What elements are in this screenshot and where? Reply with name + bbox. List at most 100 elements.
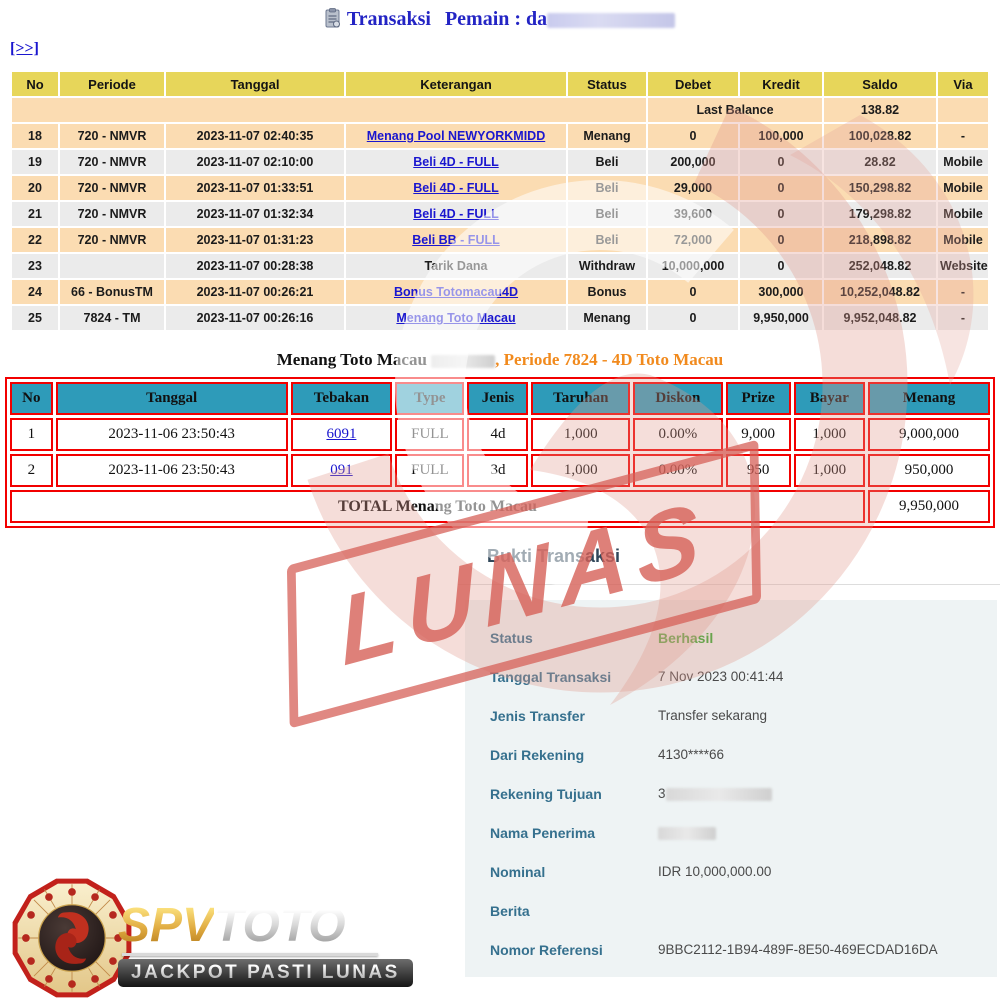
cell-via: - xyxy=(938,124,988,148)
cell-diskon: 0.00% xyxy=(633,454,723,487)
cell-menang: 9,000,000 xyxy=(867,418,990,451)
col-taruhan: Taruhan xyxy=(531,382,631,415)
cell-via: - xyxy=(938,280,988,304)
win-title-orange: , Periode 7824 - 4D Toto Macau xyxy=(495,350,724,369)
cell-tebakan: 6091 xyxy=(290,418,393,451)
cell-tanggal: 2023-11-07 02:10:00 xyxy=(166,150,344,174)
last-balance-row: Last Balance 138.82 xyxy=(12,98,988,122)
cell-via: - xyxy=(938,306,988,330)
cell-no: 19 xyxy=(12,150,58,174)
col-jenis: Jenis xyxy=(467,382,529,415)
cell-empty xyxy=(938,98,988,122)
keterangan-link[interactable]: Bonus Totomacau4D xyxy=(393,285,519,299)
censored-username xyxy=(547,12,676,28)
cell-saldo: 9,952,048.82 xyxy=(824,306,936,330)
cell-saldo: 100,028.82 xyxy=(824,124,936,148)
field-label: Berita xyxy=(490,902,530,919)
cell-no: 2 xyxy=(10,454,53,487)
col-no: No xyxy=(12,72,58,96)
zodiac-animal-icons xyxy=(22,888,122,988)
cell-periode: 720 - NMVR xyxy=(60,228,164,252)
censored-recipient xyxy=(658,826,716,840)
field-label: Jenis Transfer xyxy=(490,707,585,724)
cell-kredit: 300,000 xyxy=(740,280,822,304)
win-total-row: TOTAL Menang Toto Macau 9,950,000 xyxy=(10,490,990,523)
tebakan-link[interactable]: 091 xyxy=(330,462,353,478)
cell-status: Beli xyxy=(568,228,646,252)
cell-empty xyxy=(12,98,646,122)
receipt-row: Nomor Referensi 9BBC2112-1B94-489F-8E50-… xyxy=(490,930,997,969)
cell-taruhan: 1,000 xyxy=(531,454,631,487)
col-bayar: Bayar xyxy=(793,382,865,415)
cell-keterangan: Beli 4D - FULL xyxy=(346,202,566,226)
win-detail-table: No Tanggal Tebakan Type Jenis Taruhan Di… xyxy=(5,377,995,528)
cell-status: Beli xyxy=(568,176,646,200)
field-label: Nominal xyxy=(490,863,546,880)
cell-saldo: 10,252,048.82 xyxy=(824,280,936,304)
total-label: TOTAL Menang Toto Macau xyxy=(10,490,865,523)
cell-bayar: 1,000 xyxy=(793,454,865,487)
receipt-panel: Status Berhasil Tanggal Transaksi 7 Nov … xyxy=(465,600,997,977)
keterangan-link[interactable]: Menang Toto Macau xyxy=(396,311,516,325)
col-diskon: Diskon xyxy=(633,382,723,415)
cell-tanggal: 2023-11-07 00:26:21 xyxy=(166,280,344,304)
cell-kredit: 0 xyxy=(740,176,822,200)
cell-status: Bonus xyxy=(568,280,646,304)
receipt-row: Nominal IDR 10,000,000.00 xyxy=(490,852,997,891)
title-app: Transaksi xyxy=(346,8,431,30)
receipt-row: Status Berhasil xyxy=(490,618,997,657)
receipt-row: Rekening Tujuan 3 xyxy=(490,774,997,813)
field-label: Nomor Referensi xyxy=(490,941,603,958)
col-via: Via xyxy=(938,72,988,96)
win-header-row: No Tanggal Tebakan Type Jenis Taruhan Di… xyxy=(10,382,990,415)
cell-tebakan: 091 xyxy=(290,454,393,487)
win-title-black: Menang Toto Macau xyxy=(276,350,427,369)
col-debet: Debet xyxy=(648,72,738,96)
cell-periode: 66 - BonusTM xyxy=(60,280,164,304)
cell-keterangan: Menang Toto Macau xyxy=(346,306,566,330)
cell-bayar: 1,000 xyxy=(793,418,865,451)
cell-tanggal: 2023-11-07 00:28:38 xyxy=(166,254,344,278)
win-section-title: Menang Toto Macau , Periode 7824 - 4D To… xyxy=(0,350,1000,370)
keterangan-link[interactable]: Menang Pool NEWYORKMIDD xyxy=(366,129,546,143)
total-value: 9,950,000 xyxy=(867,490,990,523)
field-value xyxy=(658,825,716,840)
col-tebakan: Tebakan xyxy=(290,382,393,415)
cell-no: 21 xyxy=(12,202,58,226)
field-value: 3 xyxy=(658,786,772,801)
cell-saldo: 218,898.82 xyxy=(824,228,936,252)
keterangan-link[interactable]: Beli BB - FULL xyxy=(412,233,500,247)
col-type: Type xyxy=(395,382,465,415)
tebakan-link[interactable]: 6091 xyxy=(326,426,357,442)
keterangan-link[interactable]: Beli 4D - FULL xyxy=(413,181,499,195)
cell-no: 20 xyxy=(12,176,58,200)
cell-debet: 10,000,000 xyxy=(648,254,738,278)
cell-jenis: 3d xyxy=(467,454,529,487)
cell-keterangan: Tarik Dana xyxy=(346,254,566,278)
cell-menang: 950,000 xyxy=(867,454,990,487)
col-periode: Periode xyxy=(60,72,164,96)
table-row: 22 720 - NMVR 2023-11-07 01:31:23 Beli B… xyxy=(12,228,988,252)
page-title: Transaksi Pemain : da xyxy=(0,8,1000,34)
cell-debet: 39,600 xyxy=(648,202,738,226)
next-page-link[interactable]: [>>] xyxy=(10,40,39,57)
cell-keterangan: Menang Pool NEWYORKMIDD xyxy=(346,124,566,148)
brand-name-silver: TOTO xyxy=(214,899,346,952)
table-row: 21 720 - NMVR 2023-11-07 01:32:34 Beli 4… xyxy=(12,202,988,226)
receipt-title: Bukti Transaksi xyxy=(487,546,621,566)
field-label: Rekening Tujuan xyxy=(490,785,602,802)
cell-debet: 29,000 xyxy=(648,176,738,200)
table-row: 19 720 - NMVR 2023-11-07 02:10:00 Beli 4… xyxy=(12,150,988,174)
brand-name: SPVTOTO xyxy=(118,900,413,952)
keterangan-link[interactable]: Beli 4D - FULL xyxy=(413,155,499,169)
cell-tanggal: 2023-11-07 02:40:35 xyxy=(166,124,344,148)
keterangan-link[interactable]: Beli 4D - FULL xyxy=(413,207,499,221)
field-label: Tanggal Transaksi xyxy=(490,668,612,685)
col-status: Status xyxy=(568,72,646,96)
cell-no: 25 xyxy=(12,306,58,330)
cell-type: FULL xyxy=(395,418,465,451)
cell-kredit: 0 xyxy=(740,254,822,278)
receipt-row: Berita xyxy=(490,891,997,930)
brand-tagline-badge: JACKPOT PASTI LUNAS xyxy=(118,959,413,987)
cell-keterangan: Beli 4D - FULL xyxy=(346,176,566,200)
